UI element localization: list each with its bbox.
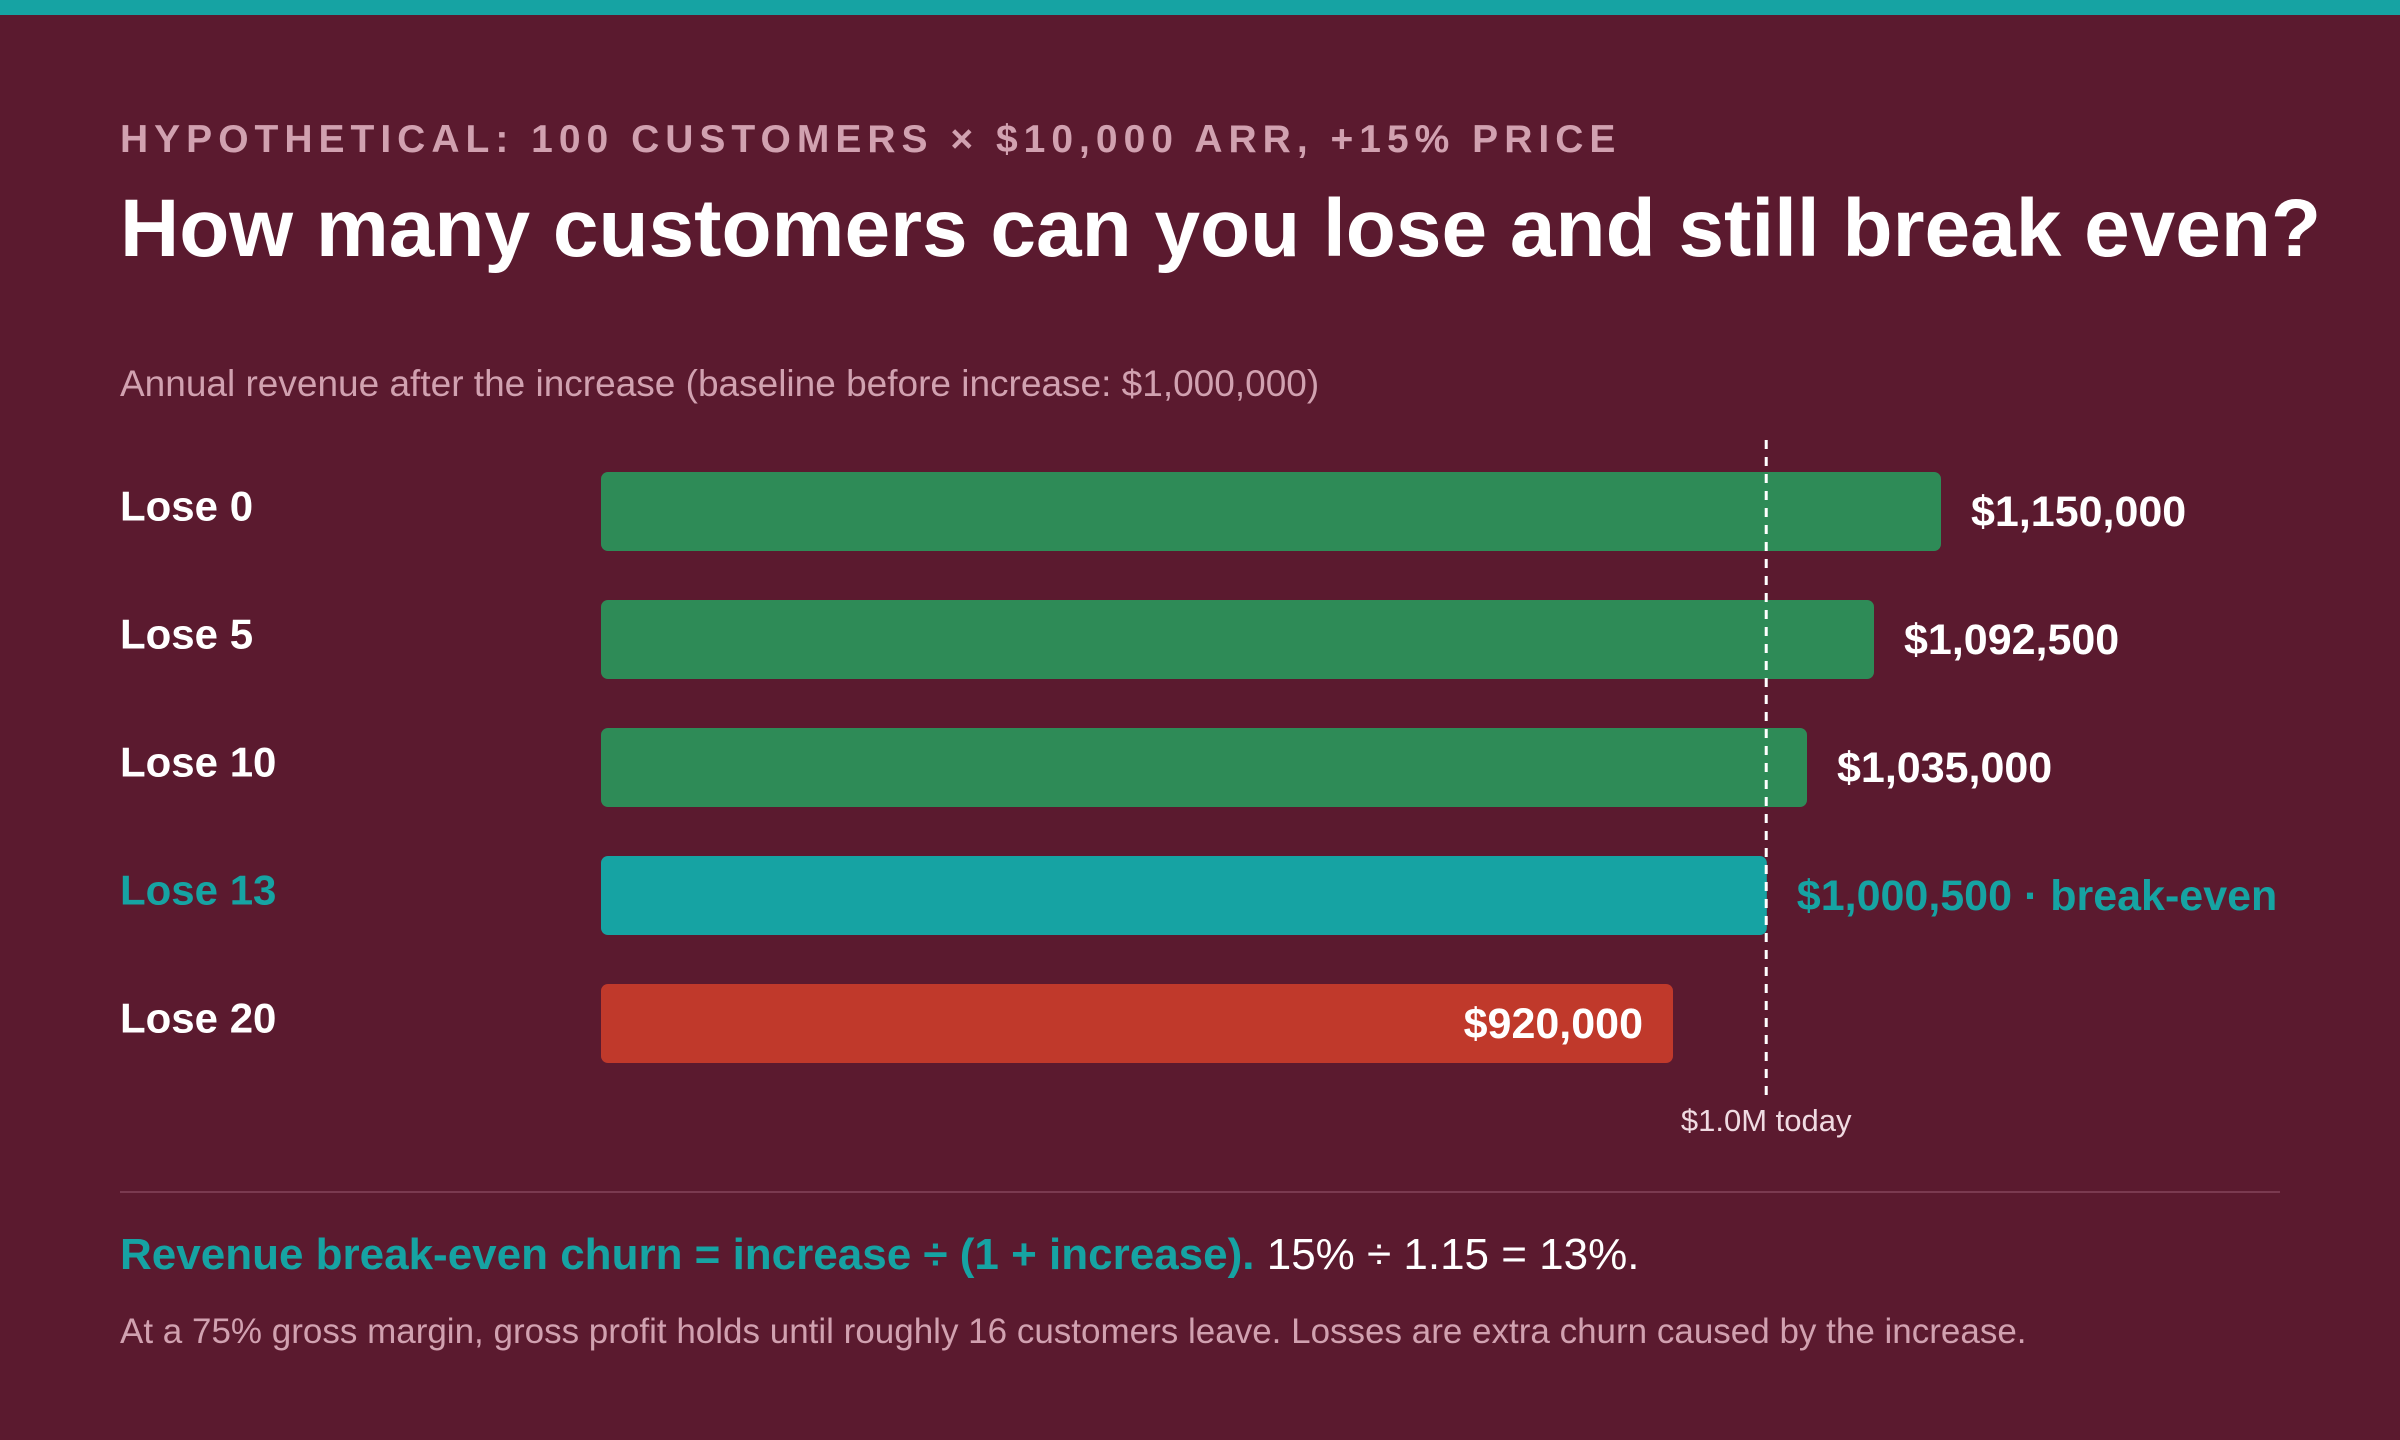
category-label: Lose 10 bbox=[120, 739, 276, 786]
value-label: $1,150,000 bbox=[1971, 488, 2186, 536]
bar bbox=[601, 600, 1874, 679]
value-label: $920,000 bbox=[1464, 1000, 1643, 1048]
formula-calc: 15% ÷ 1.15 = 13%. bbox=[1266, 1230, 1640, 1279]
formula-line: Revenue break-even churn = increase ÷ (1… bbox=[120, 1230, 1639, 1280]
bar bbox=[601, 728, 1807, 807]
chart-title: How many customers can you lose and stil… bbox=[120, 183, 2322, 274]
top-accent-bar bbox=[0, 0, 2400, 15]
category-label: Lose 13 bbox=[120, 867, 276, 914]
formula-lead: Revenue break-even churn = increase ÷ (1… bbox=[120, 1230, 1255, 1279]
value-label: $1,092,500 bbox=[1904, 616, 2119, 664]
chart-subtitle: Annual revenue after the increase (basel… bbox=[120, 363, 1320, 404]
reference-label: $1.0M today bbox=[1681, 1103, 1852, 1138]
value-label: $1,000,500 · break-even bbox=[1797, 872, 2278, 920]
value-label: $1,035,000 bbox=[1837, 744, 2052, 792]
category-label: Lose 20 bbox=[120, 995, 276, 1042]
category-label: Lose 5 bbox=[120, 611, 253, 658]
footnote: At a 75% gross margin, gross profit hold… bbox=[120, 1312, 2027, 1351]
bar bbox=[601, 472, 1941, 551]
bar bbox=[601, 856, 1767, 935]
divider bbox=[120, 1191, 2280, 1193]
category-label: Lose 0 bbox=[120, 483, 253, 530]
bar bbox=[601, 984, 1673, 1063]
eyebrow-label: HYPOTHETICAL: 100 CUSTOMERS × $10,000 AR… bbox=[120, 118, 1622, 161]
